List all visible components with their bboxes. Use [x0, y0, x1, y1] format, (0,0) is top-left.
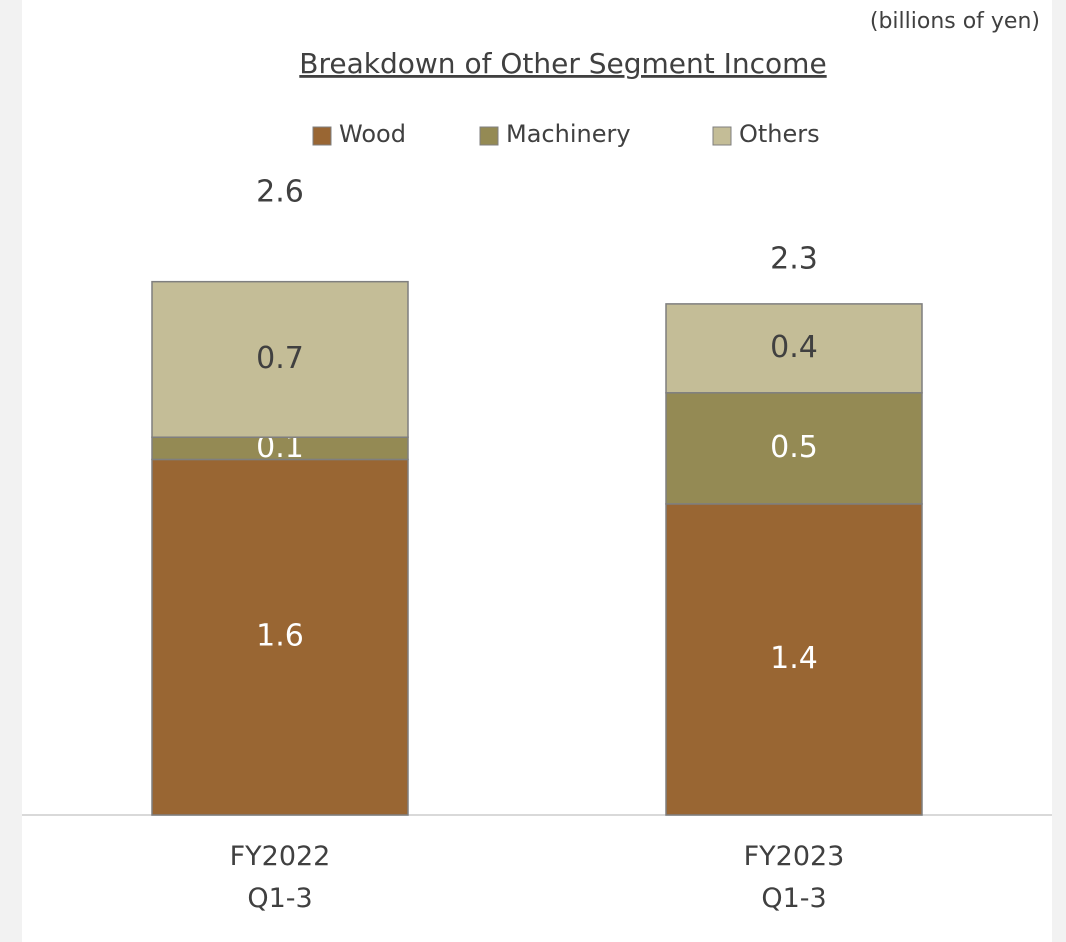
- data-label: 1.4: [770, 641, 818, 676]
- bar-segment: [665, 503, 923, 816]
- bar-segment: [665, 303, 923, 394]
- legend-swatch: [712, 126, 732, 146]
- legend-swatch: [312, 126, 332, 146]
- total-label: 2.3: [770, 241, 818, 276]
- bar-segment: [665, 392, 923, 505]
- legend-label: Machinery: [506, 120, 631, 148]
- legend-label: Wood: [339, 120, 406, 148]
- x-tick-label: FY2022 Q1-3: [229, 841, 331, 914]
- total-label: 2.6: [256, 175, 304, 210]
- unit-label: (billions of yen): [870, 9, 1040, 34]
- data-label: 0.7: [256, 341, 304, 376]
- bar-segment: [151, 458, 409, 816]
- data-label: 1.6: [256, 619, 304, 654]
- legend-swatch: [479, 126, 499, 146]
- data-label: 0.4: [770, 330, 818, 365]
- bar-segment: [151, 280, 409, 438]
- data-label: 0.5: [770, 430, 818, 465]
- legend-label: Others: [739, 120, 820, 148]
- chart-title: Breakdown of Other Segment Income: [299, 47, 826, 80]
- x-tick-label: FY2023 Q1-3: [743, 841, 845, 914]
